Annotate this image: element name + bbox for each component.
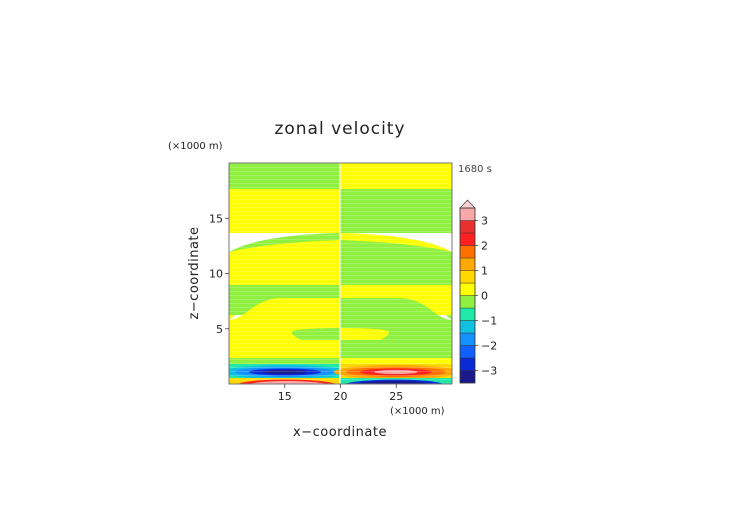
colorbar-swatch (459, 357, 476, 371)
colorbar-swatch (459, 270, 476, 284)
y-tick-label: 15 (209, 212, 223, 225)
x-axis-ticks: 15 20 25 (278, 384, 403, 403)
y-axis-ticks: 5 10 15 (209, 212, 229, 336)
x-tick-label: 25 (389, 390, 403, 403)
colorbar-swatch (459, 332, 476, 346)
colorbar-swatch (459, 307, 476, 321)
colorbar-swatch (459, 345, 476, 359)
colorbar-swatch (459, 257, 476, 271)
colorbar-extend-max (459, 199, 476, 209)
colorbar-swatch (459, 220, 476, 234)
colorbar-swatch (459, 320, 476, 334)
colorbar-tick-label: −3 (481, 365, 497, 378)
x-tick-label: 20 (334, 390, 348, 403)
colorbar-swatch (459, 245, 476, 259)
colorbar: 3 2 1 0 −1 −2 −3 (459, 199, 497, 384)
colorbar-swatch (459, 282, 476, 296)
x-axis-label: x−coordinate (293, 425, 387, 440)
colorbar-swatch (459, 295, 476, 309)
colorbar-swatch (459, 232, 476, 246)
colorbar-tick-label: 0 (481, 290, 488, 303)
colorbar-tick-label: 2 (481, 240, 488, 253)
colorbar-tick-label: 3 (481, 215, 488, 228)
x-tick-label: 15 (278, 390, 292, 403)
colorbar-tick-label: −2 (481, 340, 497, 353)
plot-area (229, 163, 452, 384)
stripe-texture (229, 163, 452, 384)
time-label: 1680 s (458, 164, 492, 175)
colorbar-tick-label: −1 (481, 315, 497, 328)
x-unit-label: (×1000 m) (390, 406, 445, 417)
y-unit-label: (×1000 m) (168, 141, 223, 152)
y-axis-label: z−coordinate (187, 226, 202, 319)
colorbar-tick-label: 1 (481, 265, 488, 278)
colorbar-swatch (459, 207, 476, 221)
chart-title: zonal velocity (274, 119, 405, 139)
y-tick-label: 10 (209, 268, 223, 281)
colorbar-swatch (459, 370, 476, 384)
y-tick-label: 5 (216, 323, 223, 336)
